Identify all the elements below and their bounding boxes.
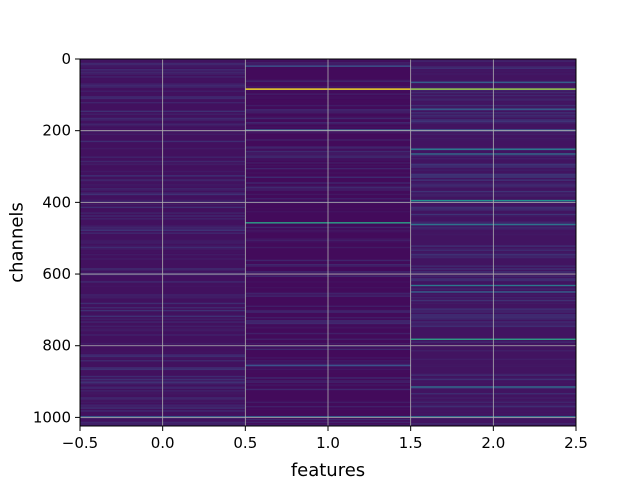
x-axis-ticks: −0.5 0.0 0.5 1.0 1.5 2.0 2.5	[62, 426, 588, 452]
y-tick-label: 800	[42, 337, 71, 355]
x-axis-label: features	[291, 460, 365, 480]
y-tick-label: 400	[42, 193, 71, 211]
x-tick-label: 2.0	[481, 434, 505, 452]
y-tick-label: 1000	[33, 408, 71, 426]
x-tick-label: 1.0	[316, 434, 340, 452]
y-axis-ticks: 0 200 400 600 800 1000	[33, 50, 80, 426]
x-tick-label: 2.5	[564, 434, 588, 452]
y-tick-label: 0	[61, 50, 71, 68]
x-tick-label: 0.5	[233, 434, 257, 452]
y-tick-label: 200	[42, 122, 71, 140]
y-axis-label: channels	[6, 202, 27, 283]
y-tick-label: 600	[42, 265, 71, 283]
x-tick-label: 0.0	[151, 434, 175, 452]
x-tick-label: −0.5	[62, 434, 98, 452]
x-tick-label: 1.5	[399, 434, 423, 452]
